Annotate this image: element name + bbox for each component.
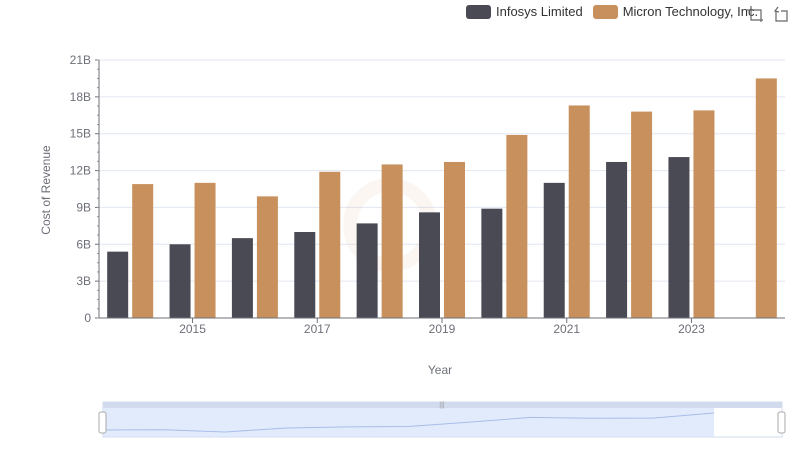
restore-icon[interactable] [773,6,789,22]
bar-infosys-2022 [606,161,628,318]
x-axis-title: Year [428,363,452,377]
bar-infosys-2021 [543,182,565,318]
bar-infosys-2023 [668,157,690,318]
slider-selection [103,408,714,437]
zoom-icon[interactable] [747,6,763,22]
bar-micron-2019 [444,161,465,318]
x-tick-label: 2015 [179,322,206,336]
bar-micron-2023 [693,110,715,318]
legend-item-micron[interactable]: Micron Technology, Inc. [592,4,759,19]
slider-preview-line [102,412,715,433]
chart-toolbox [747,6,799,22]
x-tick-label: 2021 [553,322,580,336]
slider-left-handle[interactable] [98,411,107,434]
bar-infosys-2016 [231,238,253,318]
data-zoom-slider[interactable]: ||| [98,401,786,438]
bar-micron-2021 [568,105,590,318]
slider-grip-icon: ||| [439,402,445,409]
bar-micron-2018 [381,164,403,318]
bar-infosys-2019 [419,212,440,318]
bar-micron-2014 [132,184,154,318]
x-tick-label: 2017 [304,322,331,336]
bar-infosys-2020 [481,208,503,318]
x-tick-label: 2019 [429,322,456,336]
bar-micron-2022 [631,111,653,318]
axes: 0 3B 6B 9B 12B 15B 18B 21B 2015 2017 2019 2021 2023 [70,53,785,336]
y-tick-label: 6B [76,237,91,251]
bar-infosys-2017 [294,232,316,318]
bar-micron-2015 [194,182,216,318]
bar-micron-2017 [319,171,341,318]
chart-legend: Infosys Limited Micron Technology, Inc. [466,4,768,19]
bar-micron-2024 [755,78,777,318]
y-tick-label: 12B [70,164,91,178]
y-tick-label: 15B [70,127,91,141]
legend-label-micron: Micron Technology, Inc. [622,4,759,19]
bar-micron-2016 [256,196,278,318]
legend-swatch-micron [592,4,618,19]
y-tick-label: 3B [76,274,91,288]
bar-infosys-2014 [107,251,129,318]
x-tick-label: 2023 [678,322,705,336]
y-tick-label: 9B [76,200,91,214]
bar-infosys-2018 [356,223,378,318]
legend-swatch-infosys [466,4,491,19]
legend-item-infosys[interactable]: Infosys Limited [466,4,583,19]
bar-infosys-2015 [169,244,191,318]
legend-label-infosys: Infosys Limited [496,4,583,19]
y-tick-label: 18B [70,90,91,104]
y-tick-label: 0 [84,311,91,325]
y-axis-title: Cost of Revenue [39,145,53,235]
slider-right-handle[interactable] [777,411,786,434]
y-tick-label: 21B [70,53,91,67]
slider-top-bar [103,402,782,408]
bar-series [107,78,777,318]
bar-micron-2020 [506,134,528,318]
